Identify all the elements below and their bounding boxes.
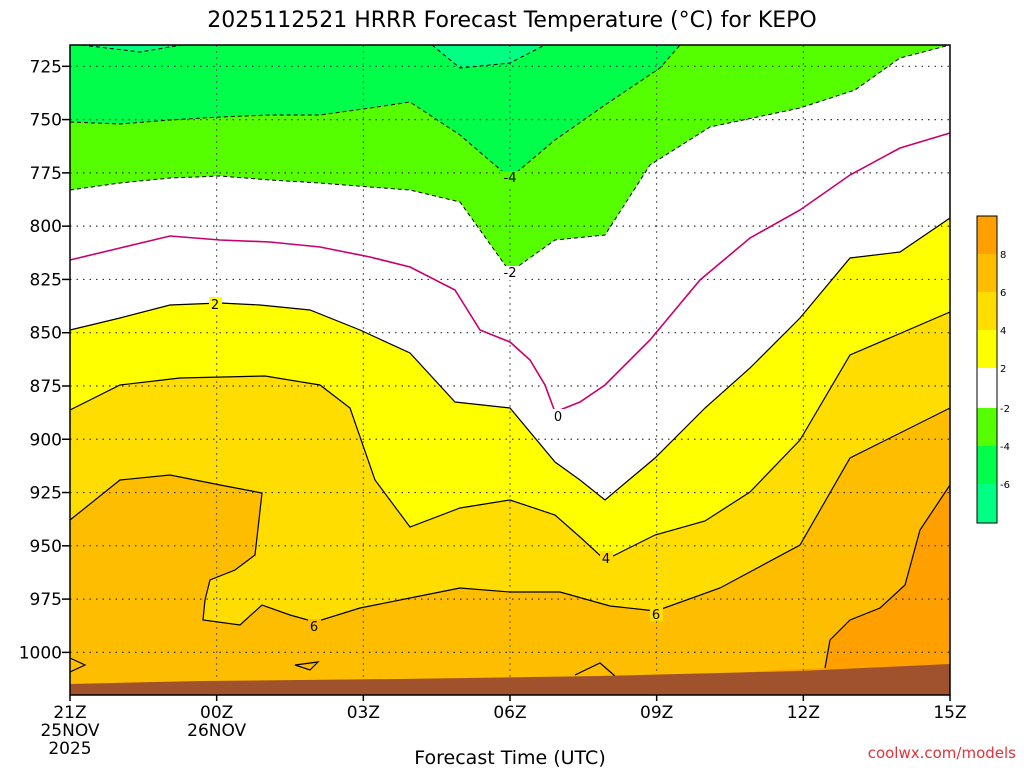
band-cold-6-b xyxy=(432,45,545,68)
y-tick-label: 825 xyxy=(30,270,62,290)
grid xyxy=(70,45,950,695)
colorbar-swatch-neutral xyxy=(977,368,997,408)
colorbar-label: 8 xyxy=(1000,250,1006,261)
isotherm-minus-6 xyxy=(81,44,546,69)
isotherm-small-features xyxy=(69,657,616,677)
y-tick-label: 975 xyxy=(30,590,62,610)
contour-label-bg xyxy=(308,619,321,633)
y-tick-label: 950 xyxy=(30,537,62,557)
y-tick-label: 875 xyxy=(30,377,62,397)
contour-label-2: 2 xyxy=(211,298,219,313)
contour-label-minus-4: -4 xyxy=(504,171,517,186)
y-tick-label: 725 xyxy=(30,57,62,77)
contour-label-bg xyxy=(552,409,565,423)
colorbar-label: -6 xyxy=(1000,480,1010,491)
x-tick-label: 26NOV xyxy=(187,721,246,741)
x-tick-label: 12Z xyxy=(787,703,820,723)
x-tick-label: 15Z xyxy=(933,703,966,723)
colorbar-swatch-4 xyxy=(977,292,997,330)
contour-label-minus-2: -2 xyxy=(504,266,517,281)
colorbar-label: -4 xyxy=(1000,442,1010,453)
isotherm-8 xyxy=(824,484,951,669)
isotherm-minus-4 xyxy=(69,44,681,179)
band-cold-4 xyxy=(70,45,680,178)
contour-label-bg xyxy=(209,297,222,311)
colorbar-swatch-minus-2 xyxy=(977,408,997,446)
colorbar-label: -2 xyxy=(1000,404,1010,415)
contour-label-bg xyxy=(650,607,663,621)
colorbar: 8 6 4 2 -2 -4 -6 xyxy=(976,215,1010,524)
contour-label-bg xyxy=(500,266,520,280)
contour-label-bg xyxy=(500,171,520,185)
y-tick-label: 775 xyxy=(30,164,62,184)
x-tick-label: 09Z xyxy=(640,703,673,723)
y-tick-label: 1000 xyxy=(19,643,62,663)
x-tick-label: 2025 xyxy=(48,739,91,759)
y-tick-label: 750 xyxy=(30,111,62,131)
contour-label-6: 6 xyxy=(652,608,660,623)
isotherm-4 xyxy=(69,311,951,561)
axes: 725 750 775 800 825 850 875 900 925 950 975 1000 21Z… xyxy=(19,57,967,759)
colorbar-swatch-6 xyxy=(977,254,997,292)
colorbar-swatch-minus-6 xyxy=(977,484,997,523)
contour-label-bg xyxy=(600,551,613,565)
isotherm-minus-2 xyxy=(69,44,951,273)
colorbar-swatch-2 xyxy=(977,330,997,368)
x-tick-label: 25NOV xyxy=(40,721,99,741)
contour-label-0: 0 xyxy=(554,410,562,425)
x-tick-label: 00Z xyxy=(200,703,233,723)
chart-title: 2025112521 HRRR Forecast Temperature (°C… xyxy=(207,8,816,33)
colorbar-swatch-8 xyxy=(977,216,997,254)
isotherm-zero xyxy=(69,132,951,414)
y-tick-label: 900 xyxy=(30,430,62,450)
band-cold-6-a xyxy=(82,45,182,52)
colorbar-label: 6 xyxy=(1000,288,1006,299)
contour-label-6: 6 xyxy=(310,620,318,635)
colorbar-swatch-minus-4 xyxy=(977,446,997,484)
isotherm-2 xyxy=(69,217,951,501)
x-tick-label: 06Z xyxy=(493,703,526,723)
y-tick-label: 925 xyxy=(30,484,62,504)
colorbar-label: 2 xyxy=(1000,364,1006,375)
colorbar-label: 4 xyxy=(1000,326,1006,337)
ground-fill xyxy=(70,664,950,695)
y-tick-label: 800 xyxy=(30,217,62,237)
y-tick-label: 850 xyxy=(30,324,62,344)
plot-area: -4 -2 0 2 4 6 6 xyxy=(69,44,951,696)
watermark: coolwx.com/models xyxy=(868,744,1016,762)
x-tick-label: 21Z xyxy=(53,703,86,723)
colorbar-frame xyxy=(976,215,998,524)
contour-label-4: 4 xyxy=(602,552,610,567)
x-tick-label: 03Z xyxy=(347,703,380,723)
x-axis-label: Forecast Time (UTC) xyxy=(414,747,605,768)
